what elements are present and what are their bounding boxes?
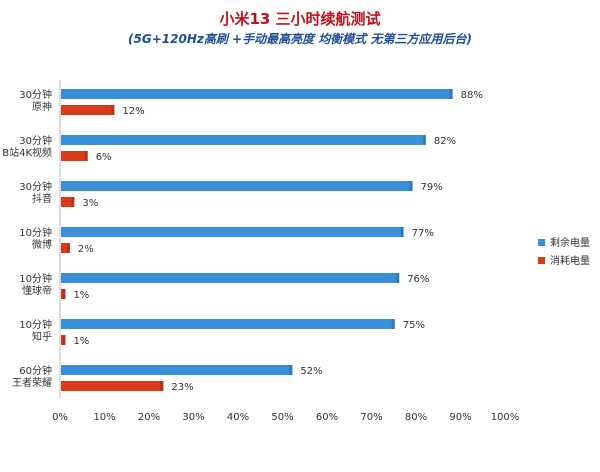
bar-consumed [61, 197, 75, 207]
legend-label: 剩余电量 [550, 236, 590, 249]
x-tick-label: 40% [227, 412, 249, 423]
bar-edge [66, 243, 70, 253]
bar-edge [111, 105, 115, 115]
category-label-app: 原神 [32, 100, 52, 113]
bar-remaining [61, 365, 293, 375]
bar-edge [71, 197, 75, 207]
bar-edge [400, 227, 404, 237]
category-label-app: 王者荣耀 [12, 377, 52, 389]
bar-edge [422, 135, 426, 145]
category-label-app: 知乎 [32, 330, 52, 343]
bar-edge [62, 335, 66, 345]
category-label-duration: 10分钟 [19, 226, 52, 239]
bar-remaining [61, 227, 404, 237]
value-label: 12% [122, 106, 144, 117]
category-label-duration: 30分钟 [19, 88, 52, 101]
category-label-app: B站4K视频 [2, 146, 52, 159]
category-label-duration: 10分钟 [19, 318, 52, 331]
bar-edge [396, 273, 400, 283]
legend-swatch [538, 257, 545, 264]
value-label: 23% [171, 382, 193, 393]
x-tick-label: 60% [316, 412, 338, 423]
value-label: 77% [412, 228, 434, 239]
x-tick-label: 90% [449, 412, 471, 423]
bar-consumed [61, 151, 88, 161]
category-label-duration: 60分钟 [19, 364, 52, 377]
value-label: 2% [78, 244, 94, 255]
bar-remaining [61, 89, 453, 99]
value-label: 79% [421, 182, 443, 193]
x-tick-label: 100% [491, 412, 520, 423]
value-label: 6% [96, 152, 112, 163]
category-label-app: 抖音 [32, 192, 52, 205]
category-label-duration: 10分钟 [19, 272, 52, 285]
chart-title: 小米13 三小时续航测试 [219, 10, 381, 28]
category-label: 10分钟知乎 [19, 318, 52, 343]
value-label: 3% [82, 198, 98, 209]
category-label: 30分钟抖音 [19, 180, 52, 205]
x-tick-label: 0% [52, 412, 68, 423]
bar-edge [409, 181, 413, 191]
bar-remaining [61, 273, 400, 283]
category-label: 30分钟原神 [19, 88, 52, 113]
category-label-app: 懂球帝 [22, 284, 52, 297]
x-tick-label: 70% [360, 412, 382, 423]
value-label: 1% [73, 336, 89, 347]
bar-edge [289, 365, 293, 375]
x-tick-label: 20% [138, 412, 160, 423]
value-label: 82% [434, 136, 456, 147]
bar-edge [62, 289, 66, 299]
bar-consumed [61, 289, 66, 299]
bar-consumed [61, 335, 66, 345]
value-label: 88% [461, 90, 483, 101]
bar-consumed [61, 105, 115, 115]
value-label: 52% [300, 366, 322, 377]
category-label: 60分钟王者荣耀 [12, 364, 52, 389]
category-label-duration: 30分钟 [19, 134, 52, 147]
x-tick-label: 10% [93, 412, 115, 423]
x-tick-label: 80% [405, 412, 427, 423]
category-label-duration: 30分钟 [19, 180, 52, 193]
value-label: 75% [403, 320, 425, 331]
category-label-app: 微博 [32, 238, 52, 251]
x-tick-label: 50% [271, 412, 293, 423]
bar-consumed [61, 381, 164, 391]
category-label: 30分钟 B站4K视频 [2, 134, 52, 159]
category-label: 10分钟微博 [19, 226, 52, 251]
bar-consumed [61, 243, 70, 253]
legend-label: 消耗电量 [550, 254, 590, 267]
category-label: 10分钟懂球帝 [19, 272, 52, 297]
bar-remaining [61, 181, 413, 191]
chart-subtitle: (5G+120Hz高刷 +手动最高亮度 均衡模式 无第三方应用后台) [128, 32, 472, 46]
bar-edge [84, 151, 88, 161]
bar-remaining [61, 135, 426, 145]
bar-remaining [61, 319, 395, 329]
bar-edge [160, 381, 164, 391]
legend-swatch [538, 239, 545, 246]
value-label: 76% [407, 274, 429, 285]
x-tick-label: 30% [182, 412, 204, 423]
value-label: 1% [73, 290, 89, 301]
bar-edge [449, 89, 453, 99]
bar-edge [391, 319, 395, 329]
